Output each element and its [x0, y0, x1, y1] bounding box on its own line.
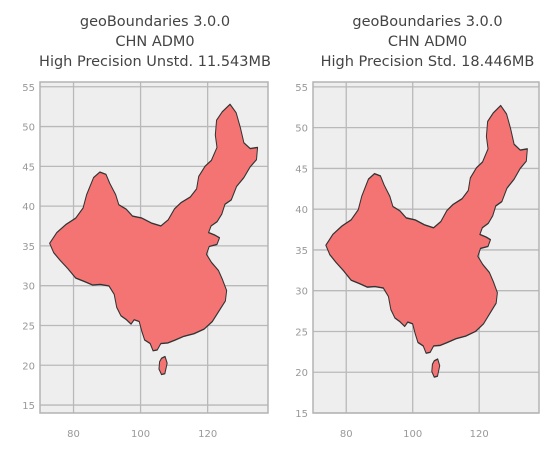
x-tick-label: 100: [131, 429, 150, 440]
y-tick-label: 55: [295, 83, 308, 94]
panel-1-title: geoBoundaries 3.0.0 CHN ADM0 High Precis…: [15, 12, 295, 72]
map-panel-2: 80 100 120 15 20 25 30 35 40 45 50 55: [295, 81, 540, 440]
y-tick-label: 30: [22, 282, 35, 293]
x-tick-label: 120: [470, 429, 489, 440]
panel-2-title-line-1: geoBoundaries 3.0.0: [352, 14, 503, 30]
y-tick-label: 35: [22, 242, 35, 253]
panel-2-title: geoBoundaries 3.0.0 CHN ADM0 High Precis…: [290, 12, 557, 72]
y-tick-label: 55: [22, 83, 35, 94]
y-tick-label: 50: [22, 123, 35, 134]
y-tick-label: 30: [295, 287, 308, 298]
y-tick-label: 45: [295, 164, 308, 175]
y-tick-label: 25: [22, 321, 35, 332]
panel-2-title-line-3: High Precision Std. 18.446MB: [320, 54, 535, 70]
plot-frame: [312, 81, 540, 414]
x-tick-label: 80: [340, 429, 353, 440]
y-tick-label: 40: [295, 205, 308, 216]
y-tick-label: 20: [295, 368, 308, 379]
x-tick-label: 100: [403, 429, 422, 440]
map-panel-1: 80 100 120 15 20 25 30 35 40 45 50 55: [22, 81, 269, 440]
panel-1-title-line-1: geoBoundaries 3.0.0: [79, 14, 231, 30]
y-tick-label: 15: [295, 409, 308, 420]
panel-1-title-line-3: High Precision Unstd. 11.543MB: [39, 54, 271, 70]
x-tick-label: 120: [198, 429, 217, 440]
y-tick-label: 20: [22, 361, 35, 372]
x-tick-label: 80: [67, 429, 80, 440]
panel-2-title-line-2: CHN ADM0: [387, 34, 468, 50]
y-tick-label: 15: [22, 401, 35, 412]
y-tick-label: 25: [295, 327, 308, 338]
plot-frame: [39, 81, 269, 414]
y-tick-label: 35: [295, 246, 308, 257]
panel-1-title-line-2: CHN ADM0: [115, 34, 195, 50]
y-tick-label: 45: [22, 162, 35, 173]
y-tick-label: 40: [22, 202, 35, 213]
y-tick-label: 50: [295, 124, 308, 135]
